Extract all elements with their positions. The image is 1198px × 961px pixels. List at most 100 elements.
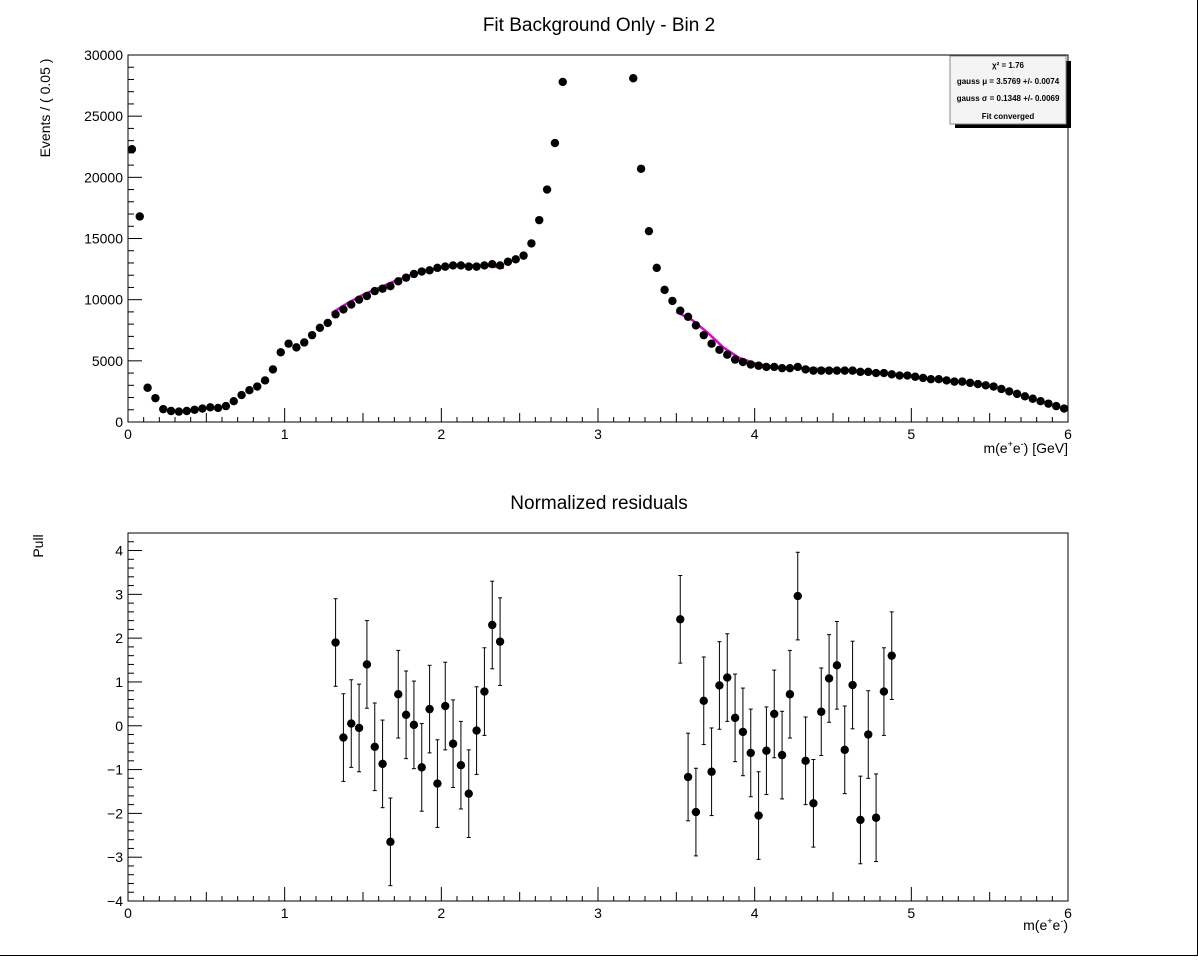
data-point bbox=[253, 382, 262, 391]
stats-gauss-sigma: gauss σ = 0.1348 +/- 0.0069 bbox=[957, 94, 1060, 103]
data-point bbox=[629, 74, 638, 83]
data-point bbox=[715, 345, 724, 355]
data-point bbox=[174, 407, 184, 416]
y-tick-label: −3 bbox=[107, 849, 123, 865]
residuals-panel: Normalized residuals 0 1 2 3 4 5 6 −4 −3 −2 −1 0 1 2 3… bbox=[30, 493, 1072, 933]
data-point bbox=[339, 305, 348, 314]
y-tick-label: −1 bbox=[107, 762, 123, 778]
data-point bbox=[260, 376, 270, 385]
residual-point bbox=[464, 789, 473, 798]
data-point bbox=[229, 397, 238, 406]
residual-point bbox=[824, 674, 834, 683]
x-tick-label: 3 bbox=[594, 905, 602, 921]
data-point bbox=[965, 378, 975, 388]
data-point bbox=[347, 300, 356, 309]
data-point bbox=[1036, 397, 1045, 406]
data-point bbox=[973, 379, 983, 389]
residual-point bbox=[433, 779, 442, 788]
data-point bbox=[519, 251, 528, 260]
residuals-panel-frame bbox=[127, 532, 1069, 902]
data-point bbox=[903, 371, 912, 380]
data-point bbox=[848, 366, 857, 375]
residual-point bbox=[848, 680, 857, 690]
residual-point bbox=[448, 739, 458, 748]
data-point bbox=[809, 366, 818, 375]
x-tick-label: 1 bbox=[281, 426, 289, 442]
data-point bbox=[456, 261, 466, 270]
data-point bbox=[636, 164, 646, 173]
residual-point bbox=[386, 837, 395, 847]
data-point bbox=[503, 257, 513, 266]
residual-point bbox=[331, 638, 340, 647]
stats-fit-status: Fit converged bbox=[982, 112, 1035, 121]
data-point bbox=[942, 376, 951, 385]
residual-point bbox=[401, 710, 411, 720]
data-point bbox=[159, 404, 168, 414]
data-point bbox=[738, 357, 748, 367]
data-point bbox=[495, 261, 505, 270]
data-point bbox=[1012, 389, 1022, 399]
residual-point bbox=[347, 719, 356, 728]
residual-point bbox=[754, 811, 763, 820]
data-point bbox=[190, 405, 199, 414]
residual-data-points bbox=[331, 551, 896, 887]
data-point bbox=[535, 215, 544, 225]
data-point bbox=[958, 377, 967, 386]
data-point bbox=[770, 362, 779, 372]
data-point bbox=[307, 330, 317, 340]
data-point bbox=[511, 255, 520, 264]
data-point bbox=[370, 286, 379, 296]
stats-gauss-mu: gauss μ = 3.5769 +/- 0.0074 bbox=[957, 77, 1060, 86]
residual-point bbox=[793, 591, 802, 601]
residual-point bbox=[699, 696, 708, 705]
residual-point bbox=[879, 687, 889, 696]
data-point bbox=[934, 374, 943, 384]
x-tick-label: 5 bbox=[907, 426, 915, 442]
data-point bbox=[198, 404, 207, 413]
residual-point bbox=[864, 730, 873, 739]
data-point bbox=[1052, 401, 1061, 411]
data-point bbox=[668, 296, 677, 306]
stats-box-background bbox=[949, 55, 1067, 125]
x-tick-label: 2 bbox=[437, 426, 445, 442]
x-tick-label: 5 bbox=[907, 905, 915, 921]
data-point bbox=[472, 262, 481, 271]
residual-point bbox=[887, 651, 896, 660]
data-point bbox=[871, 368, 881, 378]
residual-point bbox=[495, 637, 505, 646]
residual-point bbox=[762, 746, 771, 755]
y-tick-label: 15000 bbox=[84, 231, 123, 247]
data-point bbox=[801, 365, 810, 374]
data-point bbox=[331, 310, 340, 319]
data-point bbox=[1020, 392, 1030, 401]
fit-curves bbox=[331, 264, 896, 375]
data-point bbox=[832, 366, 842, 375]
data-point bbox=[856, 367, 865, 377]
data-point bbox=[362, 291, 372, 301]
data-point bbox=[425, 266, 434, 275]
y-tick-label: 10000 bbox=[84, 292, 123, 308]
data-point bbox=[879, 368, 889, 378]
residual-point bbox=[746, 748, 755, 758]
data-point bbox=[824, 366, 834, 375]
data-point bbox=[151, 393, 160, 403]
data-point bbox=[1028, 394, 1037, 403]
data-point bbox=[464, 262, 473, 271]
fit-data-points bbox=[127, 74, 1069, 416]
data-point bbox=[730, 355, 740, 364]
y-tick-label: 1 bbox=[115, 674, 123, 690]
data-point bbox=[143, 383, 152, 392]
y-tick-label: −4 bbox=[107, 893, 123, 909]
data-point bbox=[1005, 387, 1014, 396]
data-point bbox=[997, 384, 1006, 394]
data-point bbox=[691, 321, 701, 330]
y-tick-label: 5000 bbox=[92, 353, 123, 369]
data-point bbox=[864, 367, 873, 377]
fit-panel-frame bbox=[127, 54, 1069, 423]
x-tick-label: 0 bbox=[124, 426, 132, 442]
data-point bbox=[245, 385, 254, 395]
data-point bbox=[981, 381, 990, 390]
data-point bbox=[394, 277, 403, 286]
